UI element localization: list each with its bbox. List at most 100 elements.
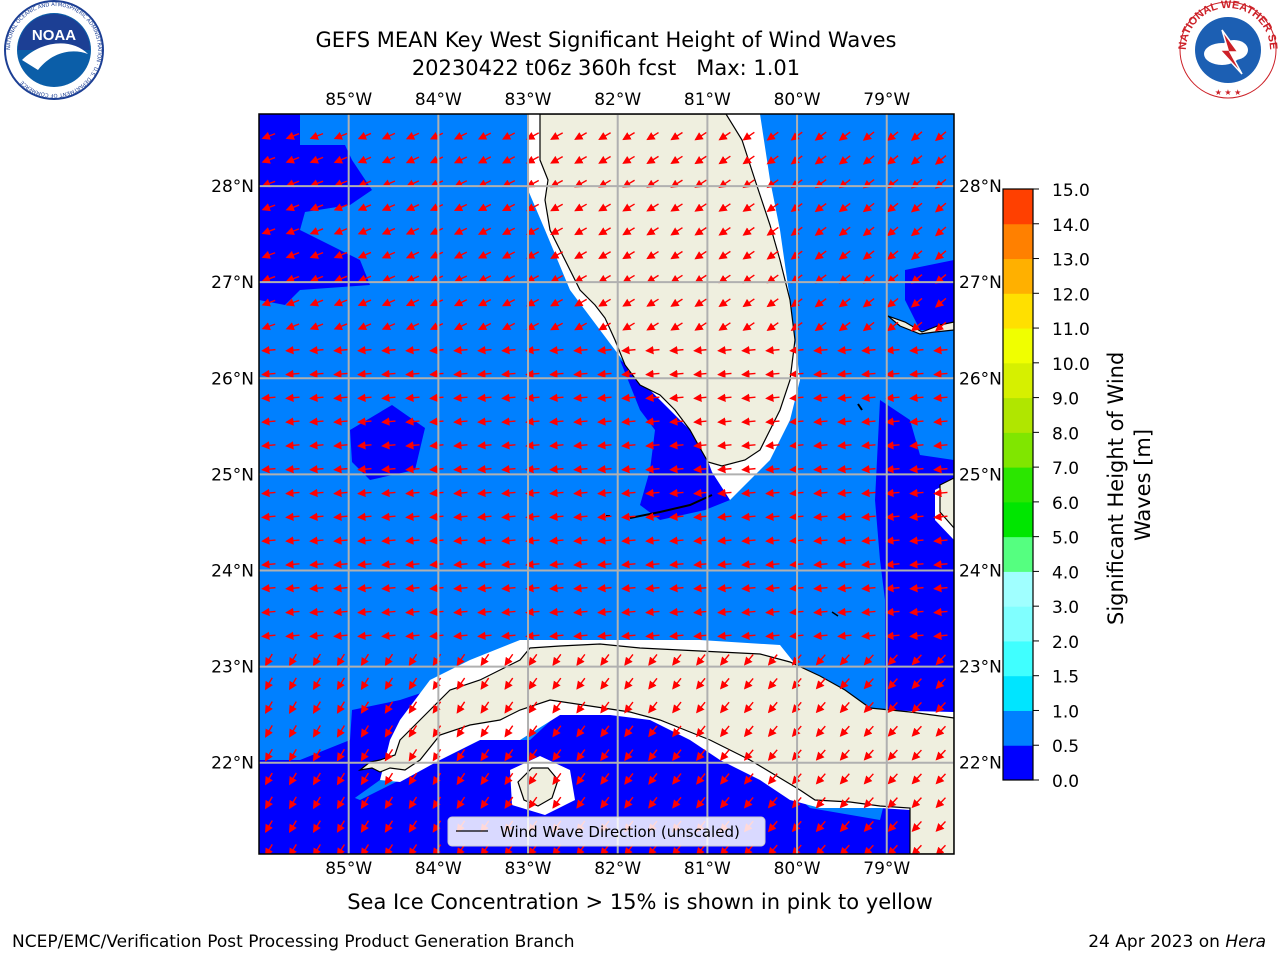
wind-arrow <box>815 820 826 833</box>
wind-arrow <box>265 677 273 691</box>
lon-tick-label: 83°W <box>505 859 552 879</box>
wind-arrow <box>285 322 300 331</box>
wind-arrow <box>333 227 348 235</box>
wind-arrow <box>504 796 514 809</box>
wind-arrow <box>933 536 948 545</box>
wind-arrow <box>935 749 946 761</box>
wind-arrow <box>309 298 324 307</box>
wind-arrow <box>909 536 924 545</box>
wind-arrow <box>333 512 348 521</box>
wind-arrow <box>480 653 490 667</box>
wind-arrow <box>646 298 659 307</box>
wind-arrow <box>909 345 924 355</box>
wind-arrow <box>429 560 444 569</box>
wind-arrow <box>550 203 564 212</box>
lat-tick-label: 23°N <box>959 658 1002 678</box>
wind-arrow <box>261 250 276 259</box>
wind-arrow <box>384 701 394 714</box>
wind-arrow <box>861 560 876 569</box>
wind-arrow <box>405 512 420 521</box>
wind-arrow <box>526 203 540 212</box>
wind-arrow <box>477 512 492 521</box>
wind-arrow <box>646 322 659 331</box>
wind-arrow <box>381 369 396 379</box>
wind-arrow <box>429 536 444 545</box>
wind-arrow <box>718 298 731 308</box>
wind-arrow <box>645 583 660 593</box>
wind-arrow <box>909 583 924 593</box>
wind-arrow <box>621 536 636 545</box>
colorbar-swatch <box>1003 745 1033 781</box>
wind-arrow <box>885 369 900 379</box>
nws-logo: NATIONAL WEATHER SERVICE ★ ★ ★ <box>1178 0 1278 99</box>
wind-arrow <box>261 227 276 235</box>
wind-arrow <box>621 631 636 640</box>
wind-arrow <box>261 464 276 474</box>
wind-arrow <box>360 820 370 833</box>
wind-arrow <box>597 488 612 498</box>
wind-arrow <box>717 631 732 640</box>
wind-arrow <box>598 227 611 236</box>
wind-arrow <box>573 583 588 593</box>
wind-arrow <box>862 131 875 141</box>
colorbar-tick-label: 11.0 <box>1052 320 1090 340</box>
wind-arrow <box>885 607 900 617</box>
wind-arrow <box>501 132 516 140</box>
wind-arrow <box>648 773 658 785</box>
wind-arrow <box>693 536 708 545</box>
wind-arrow <box>837 369 852 379</box>
wind-arrow <box>910 226 923 237</box>
wind-arrow <box>261 203 276 212</box>
wind-arrow <box>309 583 324 593</box>
wind-arrow <box>501 536 516 545</box>
wind-arrow <box>885 512 900 521</box>
wind-arrow <box>312 677 321 691</box>
wind-arrow <box>477 631 492 640</box>
wind-arrow <box>405 560 420 569</box>
wind-arrow <box>456 749 466 762</box>
wind-arrow <box>550 227 564 236</box>
wind-arrow <box>309 488 324 498</box>
wind-arrow <box>767 677 778 690</box>
wind-arrow <box>453 583 468 593</box>
wind-arrow <box>741 369 756 379</box>
wind-arrow <box>360 677 370 691</box>
wind-arrow <box>935 773 946 785</box>
noaa-logo: NOAA NATIONAL OCEANIC AND ATMOSPHERIC AD… <box>4 0 104 100</box>
wind-arrow <box>405 464 420 474</box>
lon-tick-label: 84°W <box>415 90 462 110</box>
wind-arrow <box>669 393 684 402</box>
wind-arrow <box>648 725 658 738</box>
wind-arrow <box>813 345 828 355</box>
wind-arrow <box>501 203 516 212</box>
wind-arrow <box>598 203 611 212</box>
colorbar-tick-label: 13.0 <box>1052 251 1090 271</box>
wind-arrow <box>333 155 348 164</box>
wind-arrow <box>765 345 780 355</box>
wind-arrow <box>717 512 732 521</box>
wind-arrow <box>285 583 300 593</box>
wind-arrow <box>405 583 420 593</box>
wind-arrow <box>648 654 658 666</box>
lon-tick-label: 85°W <box>325 90 372 110</box>
wind-arrow <box>453 488 468 498</box>
wind-arrow <box>765 536 780 545</box>
colorbar-tick-label: 12.0 <box>1052 285 1090 305</box>
wind-arrow <box>526 155 540 164</box>
wind-arrow <box>573 441 588 450</box>
wind-arrow <box>477 583 492 593</box>
wind-arrow <box>357 464 372 474</box>
wind-arrow <box>429 512 444 521</box>
wind-arrow <box>336 748 346 762</box>
wind-arrow <box>765 607 780 617</box>
wind-arrow <box>645 369 660 379</box>
wind-arrow <box>357 488 372 498</box>
wind-arrow <box>312 725 321 738</box>
wind-arrow <box>549 393 564 402</box>
colorbar-tick-label: 0.5 <box>1052 737 1079 757</box>
wind-arrow <box>910 202 923 213</box>
wind-arrow <box>501 417 516 426</box>
colorbar-swatch <box>1003 362 1033 399</box>
lat-tick-label: 25°N <box>211 465 254 485</box>
wind-arrow <box>549 583 564 593</box>
